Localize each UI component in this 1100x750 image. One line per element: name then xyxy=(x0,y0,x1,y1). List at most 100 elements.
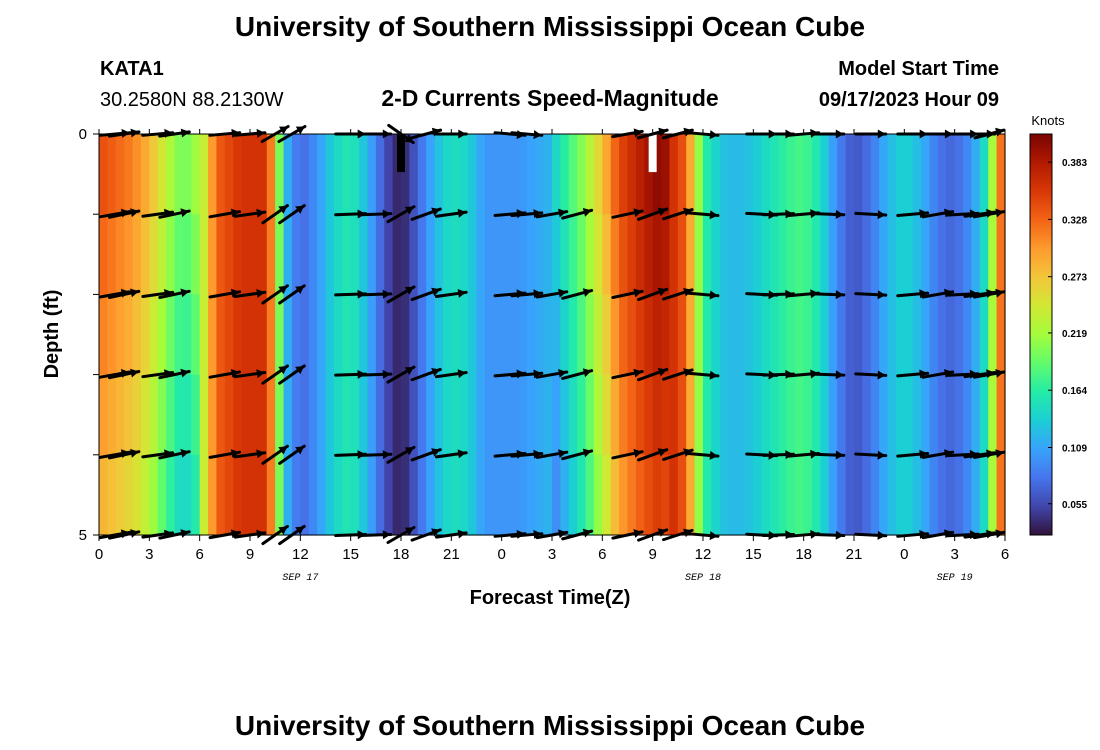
vector-head xyxy=(558,208,567,218)
current-vector xyxy=(278,284,306,305)
current-vector xyxy=(208,369,242,379)
current-vector xyxy=(386,365,416,384)
heatmap-cell xyxy=(686,374,696,456)
heatmap-cell xyxy=(946,214,956,295)
heatmap-cell xyxy=(417,134,427,215)
heatmap-cell xyxy=(518,294,528,376)
heatmap-cell xyxy=(107,294,117,376)
missing-data-markers xyxy=(397,134,657,173)
current-vector xyxy=(410,448,442,462)
heatmap-cell xyxy=(988,214,998,295)
heatmap-cell xyxy=(921,214,931,295)
heatmap-cell xyxy=(602,134,612,215)
heatmap-cell xyxy=(744,374,754,456)
heatmap-cell xyxy=(837,214,847,295)
heatmap-cell xyxy=(493,374,503,456)
x-tick-label: 21 xyxy=(846,546,863,563)
heatmap-cell xyxy=(384,134,394,215)
heatmap-cell xyxy=(333,294,343,376)
heatmap-cell xyxy=(283,134,293,215)
heatmap-cell xyxy=(325,134,335,215)
heatmap-cell xyxy=(744,454,754,536)
current-vector xyxy=(410,367,442,382)
heatmap-cell xyxy=(635,214,645,295)
heatmap-cell xyxy=(459,134,469,215)
heatmap-cell xyxy=(996,134,1006,215)
heatmap-cell xyxy=(308,294,318,376)
heatmap-cell xyxy=(333,374,343,456)
heatmap-cell xyxy=(812,134,822,215)
heatmap-cell xyxy=(585,134,595,215)
heatmap-cell xyxy=(333,454,343,536)
colorbar-tick-label: 0.219 xyxy=(1062,329,1087,340)
heatmap-cell xyxy=(291,214,301,295)
vector-head xyxy=(633,288,643,298)
heatmap-cell xyxy=(250,134,259,215)
vector-head xyxy=(533,449,542,459)
heatmap-cell xyxy=(610,134,620,215)
heatmap-cell xyxy=(518,134,528,215)
heatmap-cell xyxy=(132,134,142,215)
current-vector xyxy=(896,209,930,219)
heatmap-cell xyxy=(132,454,142,536)
heatmap-cell xyxy=(971,374,981,456)
heatmap-cell xyxy=(686,454,696,536)
heatmap-cell xyxy=(568,374,578,456)
heatmap-cell xyxy=(552,454,561,536)
heatmap-cell xyxy=(308,454,318,536)
heatmap-cell xyxy=(669,454,679,536)
heatmap-cell xyxy=(392,134,402,215)
x-tick-label: 6 xyxy=(1001,546,1009,563)
heatmap-cell xyxy=(392,454,402,536)
heatmap-cell xyxy=(375,294,385,376)
heatmap-cell xyxy=(963,374,973,456)
heatmap-cell xyxy=(703,294,712,376)
current-vector xyxy=(972,369,1006,379)
heatmap-cell xyxy=(602,214,612,295)
heatmap-cell xyxy=(99,134,108,215)
vector-head xyxy=(919,289,928,299)
heatmap-cell xyxy=(510,454,520,536)
vector-head xyxy=(457,289,467,298)
heatmap-cell xyxy=(996,214,1006,295)
heatmap-cell xyxy=(375,214,385,295)
current-vector xyxy=(233,289,267,298)
heatmap-cell xyxy=(820,134,830,215)
vector-head xyxy=(709,290,718,300)
heatmap-cell xyxy=(384,454,394,536)
heatmap-cell xyxy=(560,214,570,295)
vector-head xyxy=(382,289,391,299)
heatmap-cell xyxy=(661,134,671,215)
heatmap-cell xyxy=(585,294,595,376)
heatmap-cell xyxy=(283,374,293,456)
colorbar-tick-label: 0.164 xyxy=(1062,386,1087,397)
current-vector xyxy=(921,288,955,299)
vector-head xyxy=(256,128,265,138)
heatmap-cell xyxy=(409,214,419,295)
model-start-label: Model Start Time xyxy=(838,58,999,80)
heatmap-cell xyxy=(174,294,184,376)
heatmap-cell xyxy=(652,214,662,295)
heatmap-cell xyxy=(568,214,578,295)
heatmap-cell xyxy=(535,374,545,456)
heatmap-cell xyxy=(677,294,687,376)
heatmap-cell xyxy=(476,454,486,536)
heatmap-cell xyxy=(199,374,209,456)
heatmap-cell xyxy=(283,294,293,376)
heatmap-cell xyxy=(191,294,201,376)
vector-head xyxy=(558,369,567,378)
heatmap-cell xyxy=(577,374,587,456)
current-vector xyxy=(637,287,669,302)
station-coords: 30.2580N 88.2130W xyxy=(100,89,284,111)
current-vector xyxy=(386,205,416,224)
heatmap-cell xyxy=(870,454,880,536)
x-tick-label: 18 xyxy=(393,546,410,563)
heatmap-cell xyxy=(401,374,410,456)
heatmap-cell xyxy=(946,294,956,376)
current-vector xyxy=(410,287,442,302)
vector-head xyxy=(582,288,592,297)
heatmap-cell xyxy=(828,134,838,215)
heatmap-cell xyxy=(954,294,964,376)
x-tick-label: 0 xyxy=(900,546,908,563)
heatmap-cell xyxy=(342,134,352,215)
